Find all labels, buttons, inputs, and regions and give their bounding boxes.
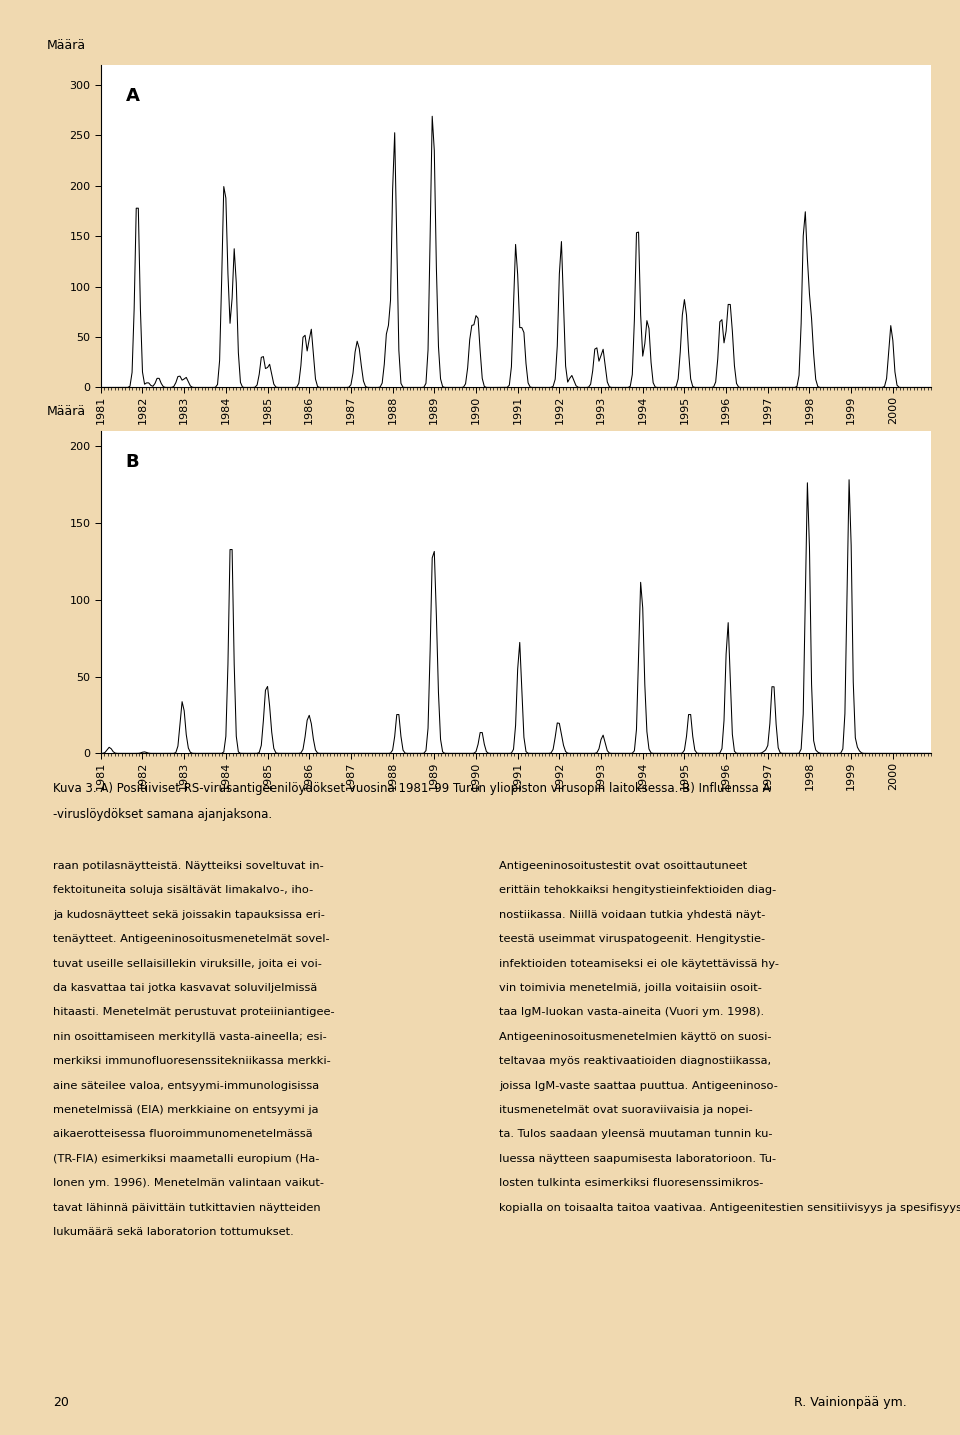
Text: B: B [126,453,139,471]
Text: (TR-FIA) esimerkiksi maametalli europium (Ha-: (TR-FIA) esimerkiksi maametalli europium… [53,1154,319,1164]
Text: nin osoittamiseen merkityllä vasta-aineella; esi-: nin osoittamiseen merkityllä vasta-ainee… [53,1032,326,1042]
Text: kopialla on toisaalta taitoa vaativaa. Antigeenitestien sensitiivisyys ja spesif: kopialla on toisaalta taitoa vaativaa. A… [499,1203,960,1213]
Text: ta. Tulos saadaan yleensä muutaman tunnin ku-: ta. Tulos saadaan yleensä muutaman tunni… [499,1129,773,1139]
Text: losten tulkinta esimerkiksi fluoresenssimikros-: losten tulkinta esimerkiksi fluoresenssi… [499,1178,763,1188]
Text: -viruslöydökset samana ajanjaksona.: -viruslöydökset samana ajanjaksona. [53,808,272,821]
Text: raan potilasnäytteistä. Näytteiksi soveltuvat in-: raan potilasnäytteistä. Näytteiksi sovel… [53,861,324,871]
Text: Antigeeninosoitustestit ovat osoittautuneet: Antigeeninosoitustestit ovat osoittautun… [499,861,748,871]
Text: aine säteilee valoa, entsyymi-immunologisissa: aine säteilee valoa, entsyymi-immunologi… [53,1081,319,1091]
Text: Antigeeninosoitusmenetelmien käyttö on suosi-: Antigeeninosoitusmenetelmien käyttö on s… [499,1032,772,1042]
Text: taa IgM-luokan vasta-aineita (Vuori ym. 1998).: taa IgM-luokan vasta-aineita (Vuori ym. … [499,1007,764,1017]
Text: luessa näytteen saapumisesta laboratorioon. Tu-: luessa näytteen saapumisesta laboratorio… [499,1154,777,1164]
Text: nostiikassa. Niillä voidaan tutkia yhdestä näyt-: nostiikassa. Niillä voidaan tutkia yhdes… [499,910,765,920]
Text: Määrä: Määrä [47,405,86,418]
Text: A: A [126,88,139,105]
Text: Määrä: Määrä [47,39,86,52]
Text: hitaasti. Menetelmät perustuvat proteiiniantigee-: hitaasti. Menetelmät perustuvat proteiin… [53,1007,334,1017]
Text: itusmenetelmät ovat suoraviivaisia ja nopei-: itusmenetelmät ovat suoraviivaisia ja no… [499,1105,753,1115]
Text: menetelmissä (EIA) merkkiaine on entsyymi ja: menetelmissä (EIA) merkkiaine on entsyym… [53,1105,319,1115]
Text: Kuva 3. A) Positiiviset RS-virusantigeenilöydökset vuosina 1981–99 Turun yliopis: Kuva 3. A) Positiiviset RS-virusantigeen… [53,782,770,795]
Text: fektoituneita soluja sisältävät limakalvo-, iho-: fektoituneita soluja sisältävät limakalv… [53,885,313,895]
Text: aikaerotteisessa fluoroimmunomenetelmässä: aikaerotteisessa fluoroimmunomenetelmäss… [53,1129,312,1139]
Text: 20: 20 [53,1396,69,1409]
Text: lonen ym. 1996). Menetelmän valintaan vaikut-: lonen ym. 1996). Menetelmän valintaan va… [53,1178,324,1188]
Text: R. Vainionpää ym.: R. Vainionpää ym. [795,1396,907,1409]
Text: infektioiden toteamiseksi ei ole käytettävissä hy-: infektioiden toteamiseksi ei ole käytett… [499,959,780,969]
Text: vin toimivia menetelmiä, joilla voitaisiin osoit-: vin toimivia menetelmiä, joilla voitaisi… [499,983,762,993]
Text: erittäin tehokkaiksi hengitystieinfektioiden diag-: erittäin tehokkaiksi hengitystieinfektio… [499,885,777,895]
Text: lukumäärä sekä laboratorion tottumukset.: lukumäärä sekä laboratorion tottumukset. [53,1227,294,1237]
Text: tuvat useille sellaisillekin viruksille, joita ei voi-: tuvat useille sellaisillekin viruksille,… [53,959,322,969]
Text: tavat lähinnä päivittäin tutkittavien näytteiden: tavat lähinnä päivittäin tutkittavien nä… [53,1203,321,1213]
Text: tenäytteet. Antigeeninosoitusmenetelmät sovel-: tenäytteet. Antigeeninosoitusmenetelmät … [53,934,329,944]
Text: da kasvattaa tai jotka kasvavat soluviljelmissä: da kasvattaa tai jotka kasvavat soluvilj… [53,983,317,993]
Text: teestä useimmat viruspatogeenit. Hengitystie-: teestä useimmat viruspatogeenit. Hengity… [499,934,765,944]
Text: joissa IgM-vaste saattaa puuttua. Antigeeninoso-: joissa IgM-vaste saattaa puuttua. Antige… [499,1081,778,1091]
Text: merkiksi immunofluoresenssitekniikassa merkki-: merkiksi immunofluoresenssitekniikassa m… [53,1056,330,1066]
Text: ja kudosnäytteet sekä joissakin tapauksissa eri-: ja kudosnäytteet sekä joissakin tapauksi… [53,910,324,920]
Text: teltavaa myös reaktivaatioiden diagnostiikassa,: teltavaa myös reaktivaatioiden diagnosti… [499,1056,771,1066]
